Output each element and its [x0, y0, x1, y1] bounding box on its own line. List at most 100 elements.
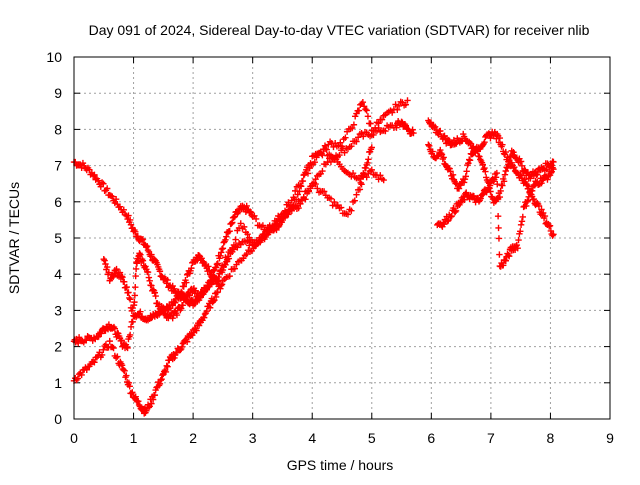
data-point	[173, 311, 181, 319]
data-point	[261, 235, 268, 243]
data-point	[217, 285, 224, 292]
data-point	[215, 273, 222, 281]
data-point	[231, 265, 238, 272]
data-point	[171, 354, 178, 362]
data-point	[496, 134, 504, 142]
data-point	[127, 221, 135, 228]
y-tick-label: 1	[54, 375, 62, 391]
data-point	[402, 101, 410, 108]
data-point	[218, 245, 226, 253]
plot-frame	[73, 56, 611, 420]
data-point	[200, 314, 208, 321]
data-point	[214, 288, 221, 296]
data-point	[116, 269, 124, 276]
data-point	[319, 167, 326, 175]
data-point	[138, 236, 146, 244]
data-point	[244, 230, 251, 238]
data-point	[445, 217, 452, 224]
data-point	[204, 284, 211, 291]
data-point	[321, 142, 329, 149]
data-point	[195, 322, 203, 329]
y-tick-label: 8	[54, 121, 62, 137]
data-point	[178, 305, 185, 312]
data-point	[143, 242, 151, 250]
data-point	[164, 363, 171, 370]
x-tick-labels: 0 1 2 3 4 5 6 7 8 9	[70, 430, 614, 446]
data-point	[344, 211, 352, 218]
data-point	[476, 153, 483, 160]
data-point	[517, 228, 524, 235]
data-point	[219, 245, 227, 252]
data-point	[499, 182, 506, 189]
x-tick-label: 5	[368, 430, 376, 446]
data-point	[371, 124, 379, 132]
y-tick-label: 9	[54, 85, 62, 101]
x-tick-label: 7	[487, 430, 495, 446]
data-point	[493, 169, 501, 177]
data-point	[214, 260, 221, 267]
data-point	[129, 318, 136, 326]
data-point	[125, 212, 132, 219]
data-point	[485, 185, 492, 193]
data-point	[120, 278, 128, 285]
data-point	[519, 213, 526, 221]
data-point	[158, 272, 165, 280]
data-point	[106, 337, 113, 345]
data-point	[112, 354, 120, 361]
y-tick-label: 6	[54, 194, 62, 210]
data-point	[246, 208, 254, 215]
data-point	[74, 375, 82, 382]
data-point	[360, 103, 368, 110]
data-point	[486, 182, 494, 189]
data-point	[206, 304, 214, 311]
data-point	[302, 196, 309, 203]
data-point	[110, 344, 117, 352]
x-tick-label: 4	[308, 430, 316, 446]
data-point	[95, 177, 102, 184]
y-tick-label: 4	[54, 266, 62, 282]
data-point	[164, 276, 171, 284]
series-track-b	[70, 145, 387, 352]
data-point	[481, 164, 488, 172]
data-point	[222, 261, 229, 269]
data-point	[188, 265, 195, 272]
data-point	[463, 168, 470, 175]
data-point	[136, 250, 143, 257]
data-point	[131, 298, 138, 306]
data-point	[341, 149, 348, 156]
data-point	[355, 107, 363, 114]
data-point	[186, 292, 193, 299]
data-point	[349, 169, 357, 177]
data-point	[522, 202, 530, 210]
data-point	[243, 250, 250, 258]
data-point	[178, 288, 185, 296]
data-point	[306, 165, 313, 172]
data-point	[132, 228, 139, 236]
data-point	[505, 161, 512, 168]
data-point	[544, 176, 551, 183]
data-point	[410, 129, 417, 137]
data-point	[91, 359, 98, 366]
data-point	[299, 177, 307, 185]
data-point	[114, 353, 121, 360]
data-point	[134, 233, 142, 240]
data-point	[482, 168, 489, 175]
data-point	[449, 171, 457, 179]
data-point	[327, 195, 335, 203]
data-point	[550, 158, 557, 166]
y-tick-label: 7	[54, 158, 62, 174]
data-point	[103, 263, 111, 271]
data-point	[440, 154, 447, 161]
data-point	[116, 203, 124, 210]
data-point	[496, 251, 503, 258]
data-point	[156, 380, 164, 388]
data-point	[100, 256, 107, 263]
data-point	[226, 227, 233, 235]
data-point	[139, 257, 147, 264]
data-point	[222, 236, 229, 244]
data-point	[541, 212, 549, 220]
data-point	[172, 299, 179, 306]
data-point	[466, 157, 474, 164]
data-point	[131, 292, 139, 299]
